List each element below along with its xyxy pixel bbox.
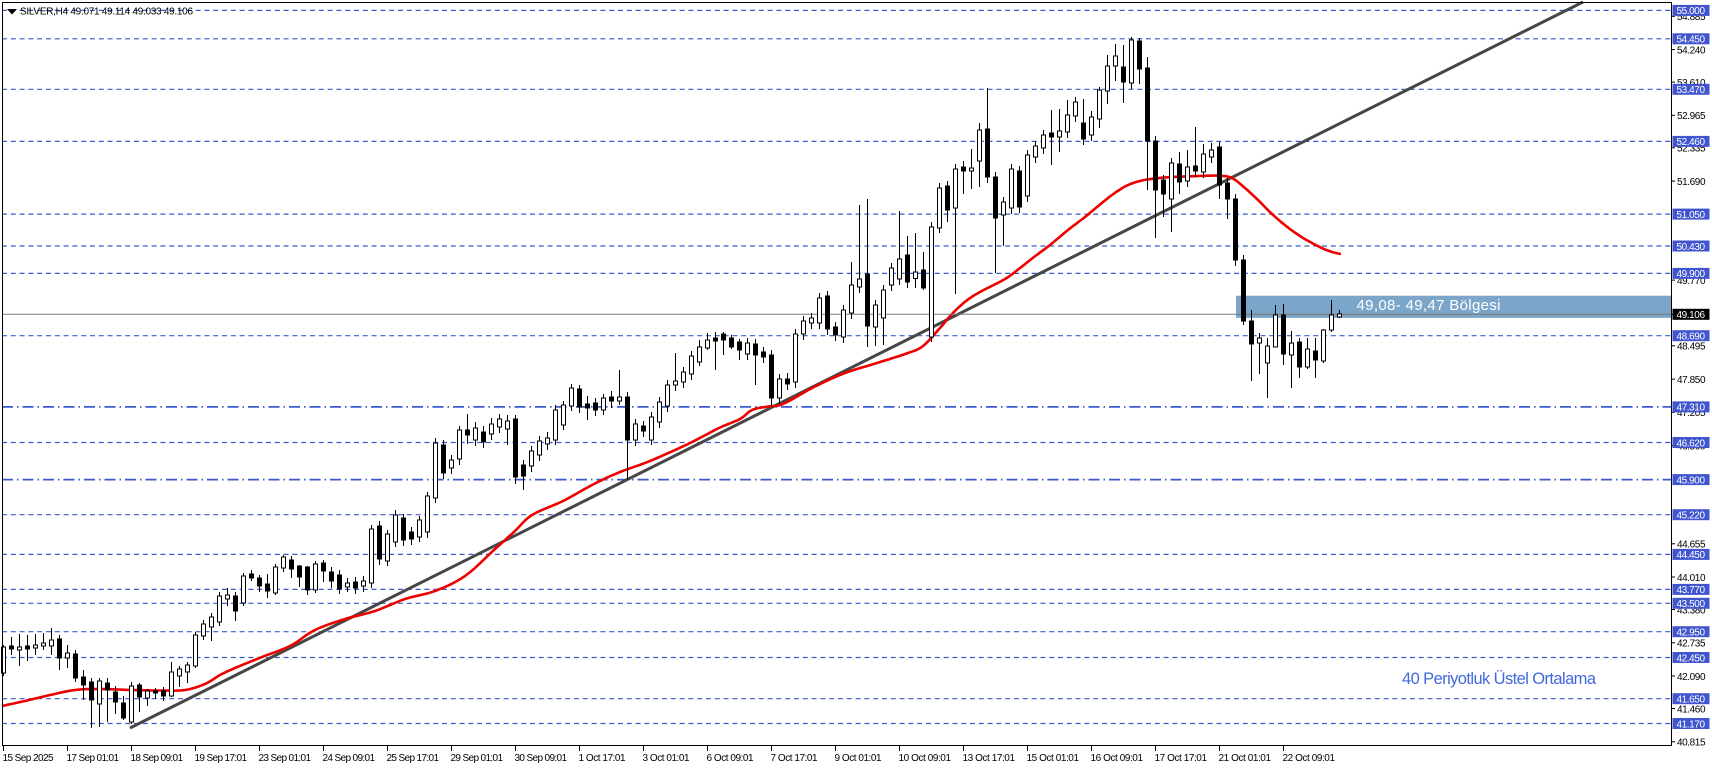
svg-text:9 Oct 01:01: 9 Oct 01:01 [835, 753, 882, 764]
svg-text:49.770: 49.770 [1677, 276, 1706, 287]
svg-text:44.655: 44.655 [1677, 540, 1706, 551]
svg-text:6 Oct 09:01: 6 Oct 09:01 [707, 753, 754, 764]
svg-text:15 Sep 2025: 15 Sep 2025 [3, 753, 54, 764]
svg-text:52.335: 52.335 [1677, 144, 1706, 155]
svg-text:42.950: 42.950 [1677, 628, 1706, 639]
svg-text:49,08- 49,47 Bölgesi: 49,08- 49,47 Bölgesi [1357, 297, 1501, 314]
svg-text:47.205: 47.205 [1677, 408, 1706, 419]
svg-text:51.690: 51.690 [1677, 177, 1706, 188]
svg-text:42.735: 42.735 [1677, 639, 1706, 650]
svg-text:43.770: 43.770 [1677, 585, 1706, 596]
svg-text:53.610: 53.610 [1677, 78, 1706, 89]
svg-text:SILVER,H4 49.071 49.114 49.033: SILVER,H4 49.071 49.114 49.033 49.106 [20, 7, 193, 18]
svg-text:24 Sep 09:01: 24 Sep 09:01 [323, 753, 376, 764]
svg-text:49.106: 49.106 [1677, 310, 1706, 321]
svg-text:7 Oct 17:01: 7 Oct 17:01 [771, 753, 818, 764]
svg-text:23 Sep 01:01: 23 Sep 01:01 [259, 753, 312, 764]
svg-text:40.815: 40.815 [1677, 738, 1706, 749]
svg-text:40 Periyotluk Üstel Ortalama: 40 Periyotluk Üstel Ortalama [1402, 670, 1597, 688]
svg-text:53.470: 53.470 [1677, 85, 1706, 96]
svg-text:16 Oct 09:01: 16 Oct 09:01 [1091, 753, 1144, 764]
svg-text:49.900: 49.900 [1677, 269, 1706, 280]
svg-text:47.310: 47.310 [1677, 403, 1706, 414]
svg-text:43.500: 43.500 [1677, 599, 1706, 610]
svg-text:45.220: 45.220 [1677, 511, 1706, 522]
svg-text:41.650: 41.650 [1677, 695, 1706, 706]
svg-text:10 Oct 09:01: 10 Oct 09:01 [899, 753, 952, 764]
svg-text:42.450: 42.450 [1677, 653, 1706, 664]
svg-text:46.620: 46.620 [1677, 438, 1706, 449]
svg-text:51.050: 51.050 [1677, 210, 1706, 221]
svg-text:29 Sep 01:01: 29 Sep 01:01 [451, 753, 504, 764]
svg-text:42.090: 42.090 [1677, 672, 1706, 683]
svg-text:44.010: 44.010 [1677, 573, 1706, 584]
svg-text:18 Sep 09:01: 18 Sep 09:01 [131, 753, 184, 764]
svg-text:13 Oct 17:01: 13 Oct 17:01 [963, 753, 1016, 764]
svg-text:21 Oct 01:01: 21 Oct 01:01 [1219, 753, 1272, 764]
svg-text:19 Sep 17:01: 19 Sep 17:01 [195, 753, 248, 764]
svg-text:48.690: 48.690 [1677, 332, 1706, 343]
svg-text:48.495: 48.495 [1677, 342, 1706, 353]
svg-text:50.430: 50.430 [1677, 242, 1706, 253]
svg-text:3 Oct 01:01: 3 Oct 01:01 [643, 753, 690, 764]
svg-text:55.000: 55.000 [1677, 6, 1706, 17]
svg-text:22 Oct 09:01: 22 Oct 09:01 [1283, 753, 1336, 764]
svg-text:54.885: 54.885 [1677, 12, 1706, 23]
svg-text:43.380: 43.380 [1677, 605, 1706, 616]
svg-text:15 Oct 01:01: 15 Oct 01:01 [1027, 753, 1080, 764]
svg-text:52.965: 52.965 [1677, 111, 1706, 122]
svg-text:54.450: 54.450 [1677, 35, 1706, 46]
svg-text:44.450: 44.450 [1677, 550, 1706, 561]
svg-text:41.460: 41.460 [1677, 704, 1706, 715]
svg-text:45.900: 45.900 [1677, 475, 1706, 486]
svg-text:17 Oct 17:01: 17 Oct 17:01 [1155, 753, 1208, 764]
svg-text:17 Sep 01:01: 17 Sep 01:01 [67, 753, 120, 764]
svg-text:30 Sep 09:01: 30 Sep 09:01 [515, 753, 568, 764]
svg-text:41.170: 41.170 [1677, 719, 1706, 730]
svg-text:52.460: 52.460 [1677, 137, 1706, 148]
svg-text:25 Sep 17:01: 25 Sep 17:01 [387, 753, 440, 764]
svg-text:1 Oct 17:01: 1 Oct 17:01 [579, 753, 626, 764]
svg-text:54.240: 54.240 [1677, 45, 1706, 56]
svg-text:47.850: 47.850 [1677, 375, 1706, 386]
